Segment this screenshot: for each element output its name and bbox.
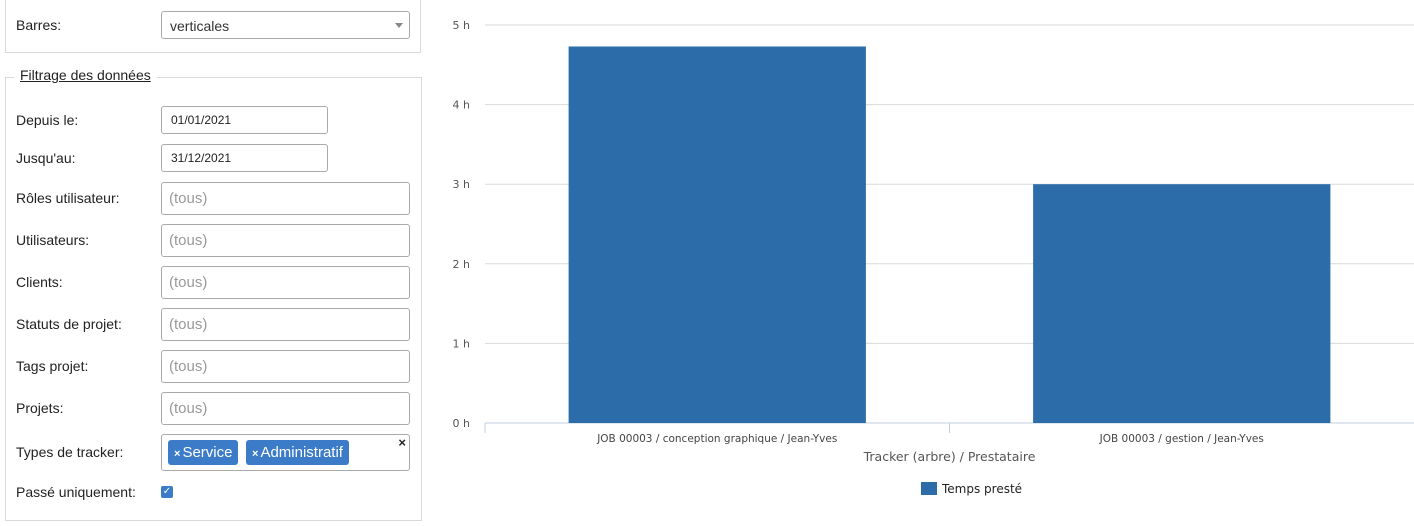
bars-label: Barres:	[16, 17, 62, 33]
project-status-input[interactable]: (tous)	[161, 308, 410, 341]
x-tick-label: JOB 00003 / gestion / Jean-Yves	[1099, 433, 1264, 445]
tracker-tag-label: Administratif	[260, 444, 343, 461]
until-label: Jusqu'au:	[16, 150, 76, 166]
until-date-input[interactable]: 31/12/2021	[161, 144, 328, 172]
project-status-label: Statuts de projet:	[16, 316, 122, 332]
projects-label: Projets:	[16, 400, 64, 416]
users-label: Utilisateurs:	[16, 232, 90, 248]
filter-legend: Filtrage des données	[14, 67, 157, 83]
bar	[1033, 184, 1331, 423]
display-options-fieldset	[5, 0, 421, 53]
y-tick-label: 1 h	[453, 337, 470, 350]
clear-all-icon[interactable]: ×	[398, 435, 406, 450]
bars-select-value: verticales	[170, 18, 230, 34]
projects-input[interactable]: (tous)	[161, 392, 410, 425]
time-bar-chart: 0 h 1 h 2 h 3 h 4 h 5 h JOB 00003 / conception…	[453, 19, 1414, 496]
legend-swatch	[921, 482, 937, 495]
project-tags-input[interactable]: (tous)	[161, 350, 410, 383]
y-tick-label: 2 h	[453, 258, 470, 271]
tracker-tag-service[interactable]: × Service	[168, 440, 239, 465]
tracker-types-label: Types de tracker:	[16, 444, 124, 460]
past-only-checkbox[interactable]: ✓	[161, 486, 173, 498]
chevron-down-icon	[395, 23, 403, 28]
y-tick-label: 4 h	[453, 99, 470, 112]
since-date-input[interactable]: 01/01/2021	[161, 106, 328, 134]
close-icon[interactable]: ×	[174, 448, 181, 460]
project-tags-label: Tags projet:	[16, 358, 89, 374]
roles-input[interactable]: (tous)	[161, 182, 410, 215]
tracker-tag-label: Service	[182, 444, 233, 461]
bars-select[interactable]: verticales	[161, 11, 410, 39]
tracker-tag-administratif[interactable]: × Administratif	[246, 440, 349, 465]
y-tick-label: 0 h	[453, 417, 470, 430]
users-input[interactable]: (tous)	[161, 224, 410, 257]
legend-label: Temps presté	[941, 482, 1022, 496]
clients-input[interactable]: (tous)	[161, 266, 410, 299]
roles-label: Rôles utilisateur:	[16, 190, 120, 206]
close-icon[interactable]: ×	[252, 448, 259, 460]
past-only-label: Passé uniquement:	[16, 484, 136, 500]
since-label: Depuis le:	[16, 112, 79, 128]
y-tick-label: 3 h	[453, 178, 470, 191]
x-axis-title: Tracker (arbre) / Prestataire	[863, 449, 1036, 464]
filter-fieldset	[5, 77, 422, 521]
bar	[568, 46, 866, 423]
y-tick-label: 5 h	[453, 19, 470, 32]
tracker-types-input[interactable]: × Service × Administratif ×	[161, 434, 410, 471]
clients-label: Clients:	[16, 274, 63, 290]
x-tick-label: JOB 00003 / conception graphique / Jean-…	[596, 433, 837, 445]
